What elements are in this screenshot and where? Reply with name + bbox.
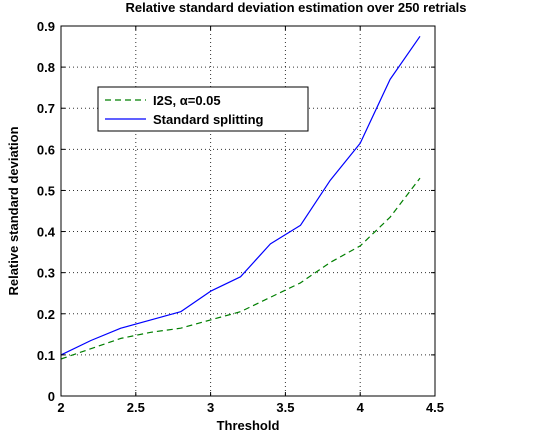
chart-title: Relative standard deviation estimation o… bbox=[125, 0, 466, 15]
x-tick-label: 3 bbox=[207, 400, 214, 415]
y-tick-label: 0.9 bbox=[37, 19, 55, 34]
x-tick-label: 4 bbox=[357, 400, 365, 415]
plot-frame bbox=[60, 25, 436, 397]
x-tick-label: 3.5 bbox=[276, 400, 294, 415]
y-tick-label: 0.2 bbox=[37, 307, 55, 322]
y-tick-label: 0.6 bbox=[37, 142, 55, 157]
y-tick-label: 0.1 bbox=[37, 348, 55, 363]
y-tick-label: 0.5 bbox=[37, 183, 55, 198]
series-line-1 bbox=[60, 35, 421, 356]
legend-label-i2s: I2S, α=0.05 bbox=[153, 93, 221, 108]
plot-series bbox=[60, 35, 421, 360]
series-line-0 bbox=[60, 177, 421, 360]
y-tick-label: 0.4 bbox=[37, 225, 56, 240]
x-axis-label: Threshold bbox=[217, 418, 280, 433]
x-tick-label: 2 bbox=[57, 400, 64, 415]
legend-label-standard-splitting: Standard splitting bbox=[153, 112, 264, 127]
y-tick-label: 0.8 bbox=[37, 60, 55, 75]
grid bbox=[61, 26, 435, 396]
x-tick-label: 4.5 bbox=[426, 400, 444, 415]
legend-box bbox=[97, 86, 309, 132]
y-tick-label: 0.3 bbox=[37, 266, 55, 281]
legend: I2S, α=0.05 Standard splitting bbox=[97, 86, 309, 132]
x-tick-label: 2.5 bbox=[127, 400, 145, 415]
y-tick-label: 0.7 bbox=[37, 101, 55, 116]
y-tick-label: 0 bbox=[48, 389, 55, 404]
y-axis-label: Relative standard deviation bbox=[6, 126, 21, 295]
axis-ticks: 2 2.5 3 3.5 4 4.5 0 0.1 0.2 0.3 0.4 0.5 0.6 0.7 0.8 0.9 bbox=[37, 19, 444, 415]
